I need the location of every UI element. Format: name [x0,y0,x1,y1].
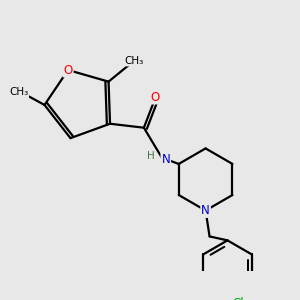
Text: N: N [161,153,170,166]
Text: O: O [63,64,73,76]
Text: H: H [147,151,154,161]
Text: O: O [150,91,159,103]
Text: CH₃: CH₃ [124,56,143,65]
Text: Cl: Cl [233,297,244,300]
Text: CH₃: CH₃ [9,87,28,97]
Text: N: N [201,204,210,217]
